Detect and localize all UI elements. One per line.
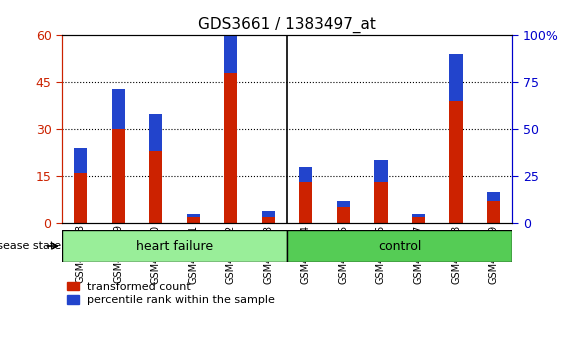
Text: disease state: disease state [0, 241, 61, 251]
Bar [487, 192, 500, 201]
Bar [449, 101, 463, 223]
Bar [337, 207, 350, 223]
Bar [374, 182, 387, 223]
Bar [62, 230, 287, 262]
Bar [224, 23, 238, 73]
Bar [337, 201, 350, 207]
Bar [187, 214, 200, 217]
Bar [74, 148, 87, 173]
Bar [111, 129, 125, 223]
Legend: transformed count, percentile rank within the sample: transformed count, percentile rank withi… [68, 282, 275, 305]
Bar [111, 88, 125, 129]
Bar [74, 173, 87, 223]
Bar [300, 182, 312, 223]
Bar [262, 211, 275, 217]
Bar [487, 201, 500, 223]
Bar [449, 54, 463, 101]
Title: GDS3661 / 1383497_at: GDS3661 / 1383497_at [198, 16, 376, 33]
Bar [287, 230, 512, 262]
Bar [149, 151, 162, 223]
Bar [224, 73, 238, 223]
Bar [187, 217, 200, 223]
Text: control: control [378, 240, 422, 252]
Bar [149, 114, 162, 151]
Bar [374, 160, 387, 182]
Bar [412, 217, 425, 223]
Bar [300, 167, 312, 182]
Bar [412, 214, 425, 217]
Bar [262, 217, 275, 223]
Text: heart failure: heart failure [136, 240, 213, 252]
